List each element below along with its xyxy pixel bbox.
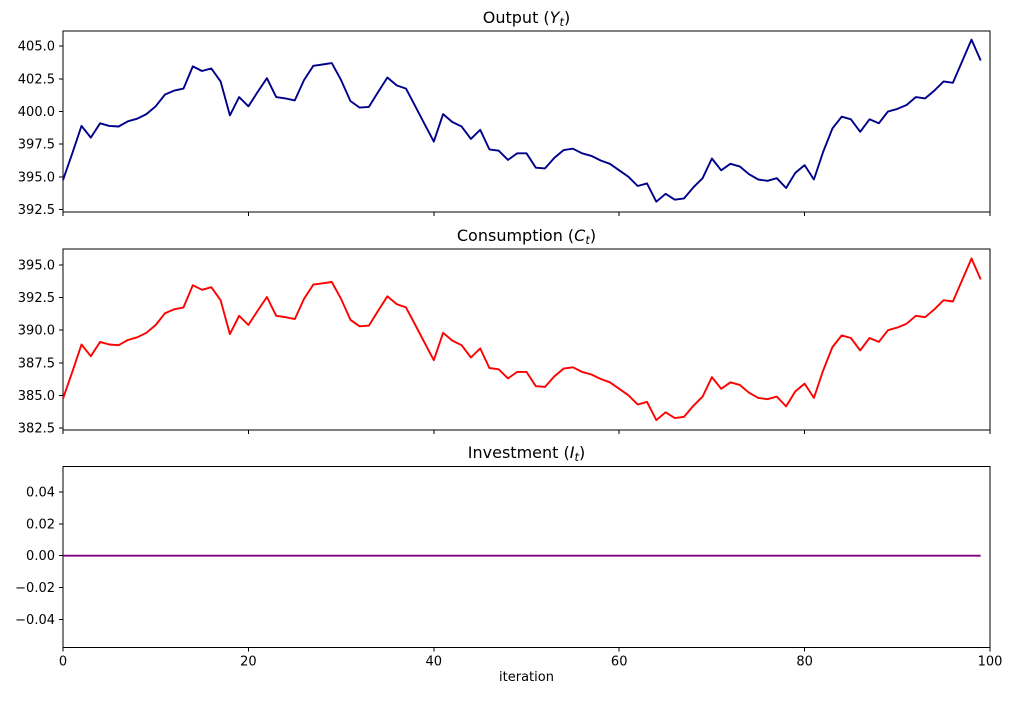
y-tick-label-output: 400.0 xyxy=(18,105,55,120)
title-text: Investment ( xyxy=(467,443,570,462)
y-tick-label-investment: −0.02 xyxy=(15,581,55,596)
y-tick-label-output: 405.0 xyxy=(18,40,55,55)
title-close-paren: ) xyxy=(563,8,571,27)
y-tick-label-investment: 0.02 xyxy=(26,517,55,532)
y-tick-label-consumption: 385.0 xyxy=(18,389,55,404)
axes-frame-consumption xyxy=(62,248,991,431)
y-tick-label-consumption: 387.5 xyxy=(18,356,55,371)
subplot-title-output: Output (Yt) xyxy=(63,8,990,29)
title-close-paren: ) xyxy=(589,225,597,245)
title-variable: I xyxy=(569,443,575,462)
y-tick-label-consumption: 392.5 xyxy=(18,291,55,306)
title-text: Consumption ( xyxy=(456,225,575,245)
x-tick-label: 20 xyxy=(240,655,257,670)
x-tick-label: 100 xyxy=(978,655,1003,670)
title-subscript: t xyxy=(585,232,590,247)
y-tick-label-investment: −0.04 xyxy=(15,613,55,628)
x-tick-label: 60 xyxy=(611,655,628,670)
x-axis-label: iteration xyxy=(499,670,554,685)
y-tick-label-consumption: 390.0 xyxy=(18,324,55,339)
axes-frame-output xyxy=(62,30,991,213)
y-tick-label-output: 402.5 xyxy=(18,72,55,87)
y-tick-label-consumption: 395.0 xyxy=(18,259,55,274)
y-tick-label-output: 392.5 xyxy=(18,203,55,218)
title-text: Output ( xyxy=(482,8,550,27)
title-close-paren: ) xyxy=(578,443,586,462)
title-variable: C xyxy=(574,225,586,245)
title-subscript: t xyxy=(574,450,579,464)
y-tick-label-output: 395.0 xyxy=(18,170,55,185)
x-tick-label: 80 xyxy=(796,655,813,670)
axes-frame-investment xyxy=(62,466,991,648)
x-tick-label: 0 xyxy=(59,655,67,670)
y-tick-label-investment: 0.00 xyxy=(26,549,55,564)
title-subscript: t xyxy=(559,15,564,29)
y-tick-label-output: 397.5 xyxy=(18,138,55,153)
y-tick-label-investment: 0.04 xyxy=(26,486,55,501)
title-variable: Y xyxy=(549,8,560,27)
subplot-title-investment: Investment (It) xyxy=(63,443,990,464)
y-tick-label-consumption: 382.5 xyxy=(18,421,55,436)
consumption-line xyxy=(62,257,982,422)
output-line xyxy=(62,38,982,203)
x-tick-label: 40 xyxy=(426,655,443,670)
subplot-title-consumption: Consumption (Ct) xyxy=(63,226,990,247)
